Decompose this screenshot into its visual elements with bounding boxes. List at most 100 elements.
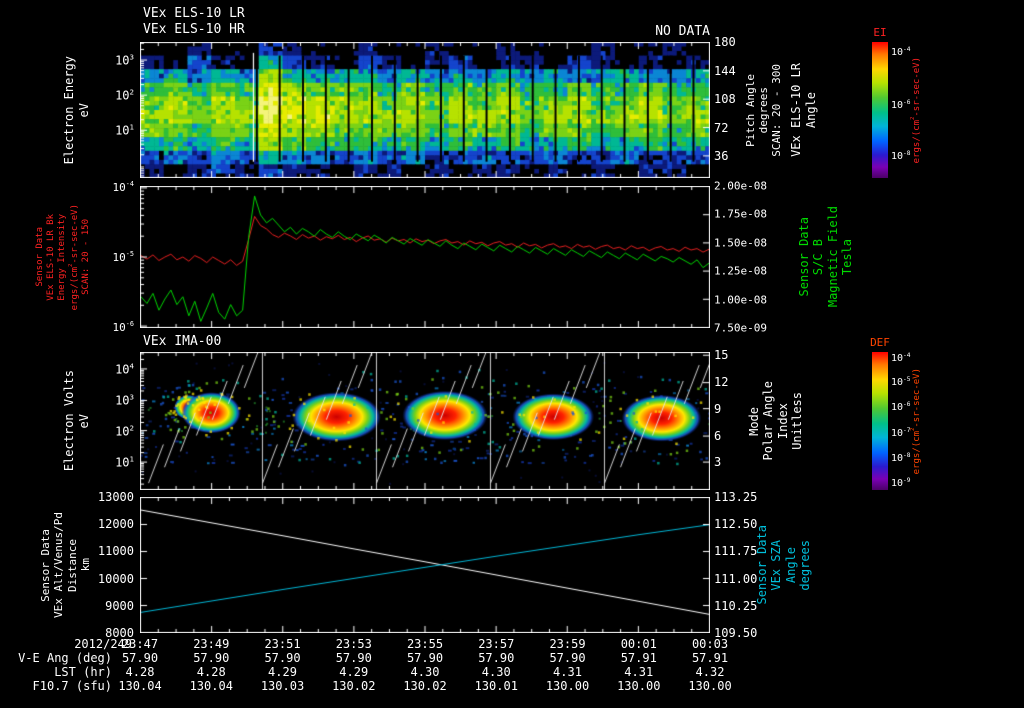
- colorbar2-title: DEF: [870, 336, 890, 349]
- axis-tick-label: 6: [714, 429, 722, 444]
- footer-value: 130.03: [260, 679, 305, 693]
- axis-tick-label: 8000: [105, 626, 134, 640]
- axis-title-line: Tesla: [839, 238, 854, 276]
- colorbar1: [872, 42, 888, 178]
- axis-tick-label: 13000: [97, 490, 134, 504]
- panel3-left-axis-ticks: 104 103 102 101: [96, 352, 136, 490]
- footer-value: 57.90: [478, 651, 515, 665]
- axis-tick-label: 1.50e-08: [714, 236, 767, 250]
- axis-title-line: Pitch Angle: [743, 73, 757, 147]
- time-axis-row: 23:47 23:49 23:51 23:53 23:55 23:57 23:59 00:01…: [0, 637, 1024, 651]
- footer-value: 4.29: [339, 665, 369, 679]
- axis-tick-label: 101: [115, 122, 134, 138]
- axis-tick-label: 10000: [97, 571, 134, 586]
- axis-title-line: Angle: [783, 546, 798, 584]
- axis-title-line: Distance: [65, 538, 79, 592]
- footer-value: 4.30: [410, 665, 440, 679]
- axis-title-line: Mode: [747, 406, 762, 436]
- axis-tick-label: 1.00e-08: [714, 293, 767, 307]
- panel4-left-axis-title: Sensor Data VEx Alt/Venus/Pd Distance km: [34, 497, 98, 633]
- footer-value: 4.28: [196, 665, 226, 679]
- axis-tick-label: 36: [714, 149, 729, 164]
- colorbar-tick-label: 10-5: [891, 376, 911, 389]
- no-data-label: NO DATA: [655, 24, 710, 39]
- colorbar2-unit-label: ergs/(cm2-sr-sec-eV): [908, 352, 924, 490]
- axis-title-line: SCAN: 20 - 150: [81, 219, 92, 295]
- footer-row-label: F10.7 (sfu): [32, 679, 112, 693]
- footer-value: 4.32: [695, 665, 725, 679]
- axis-tick-label: 102: [115, 423, 134, 439]
- footer-value: 57.90: [335, 651, 372, 665]
- footer-value: 4.31: [624, 665, 654, 679]
- panel1-title-line1: VEx ELS-10 LR: [143, 6, 245, 21]
- panel3-right-axis-ticks: 15 12 9 6 3: [712, 348, 772, 490]
- panel3-right-axis-title: Mode Polar Angle Index Unitless: [747, 352, 804, 490]
- axis-tick-label: 3: [714, 455, 722, 470]
- time-tick-label: 23:51: [264, 637, 301, 651]
- els-pitch-angle-spectrogram-canvas: [140, 42, 710, 178]
- panel1-right-axis-title2: VEx ELS-10 LR Angle: [788, 42, 820, 178]
- axis-tick-label: 10-4: [112, 180, 134, 195]
- panel1-left-axis-ticks: 103 102 101: [96, 42, 136, 178]
- footer-row: V-E Ang (deg) 57.90 57.90 57.90 57.90 57.90 57…: [0, 651, 1024, 665]
- colorbar-unit-text: ergs/(cm2-sr-sec-eV): [909, 56, 922, 164]
- panel3-title: VEx IMA-00: [143, 334, 222, 349]
- footer-value: 57.90: [264, 651, 301, 665]
- colorbar1-title: EI: [873, 26, 887, 39]
- axis-tick-label: 109.50: [714, 626, 758, 640]
- footer-value: 4.28: [125, 665, 155, 679]
- axis-title-line: S/C B: [811, 238, 826, 276]
- axis-tick-label: 112.50: [714, 517, 758, 532]
- colorbar-tick-label: 10-9: [891, 476, 911, 490]
- axis-tick-label: 103: [115, 392, 134, 408]
- colorbar-unit-text: ergs/(cm2-sr-sec-eV): [909, 367, 922, 475]
- axis-title-line: Electron Volts: [62, 370, 77, 472]
- panel2-left-axis-ticks: 10-4 10-5 10-6: [96, 181, 136, 334]
- colorbar2: [872, 352, 888, 490]
- footer-value: 4.29: [268, 665, 297, 679]
- time-tick-label: 23:59: [549, 637, 586, 651]
- axis-title-line: Sensor Data: [34, 227, 45, 287]
- axis-title-line: VEx Alt/Venus/Pd: [52, 512, 66, 618]
- footer-value: 130.04: [189, 679, 233, 693]
- colorbar1-unit-label: ergs/(cm2-sr-sec-eV): [908, 42, 924, 178]
- axis-title-line: Energy Intensity: [56, 213, 67, 301]
- axis-tick-label: 1.75e-08: [714, 207, 767, 221]
- panel1-right-axis-ticks: 180 144 108 72 36: [712, 35, 772, 178]
- axis-title-line: km: [78, 558, 92, 572]
- axis-tick-label: 101: [115, 454, 134, 470]
- altitude-sza-line-chart-canvas: [140, 497, 710, 633]
- axis-tick-label: 1.25e-08: [714, 264, 767, 278]
- panel3-left-axis-title: Electron Volts eV: [56, 352, 98, 490]
- colorbar1-ticks: 10-4 10-6 10-8: [891, 42, 935, 178]
- panel4-right-axis-ticks: 113.25 112.50 111.75 111.00 110.25 109.50: [712, 490, 772, 640]
- footer-row: LST (hr) 4.28 4.28 4.29 4.29 4.30 4.30 4.31 4.31…: [0, 665, 1024, 679]
- colorbar-tick-label: 10-8: [891, 150, 911, 163]
- axis-tick-label: 180: [714, 35, 736, 49]
- axis-tick-label: 111.75: [714, 544, 758, 559]
- footer-value: 130.01: [474, 679, 518, 693]
- axis-title-line: VEx ELS-10 LR Bk: [45, 213, 56, 301]
- footer-value: 57.91: [620, 651, 657, 665]
- axis-tick-label: 111.00: [714, 571, 758, 586]
- footer-value: 130.00: [617, 679, 661, 693]
- panel1-right-axis-title: Pitch Angle degrees SCAN: 20 - 300: [742, 42, 786, 178]
- axis-tick-label: 113.25: [714, 490, 758, 504]
- axis-tick-label: 15: [714, 347, 729, 362]
- colorbar-tick-label: 10-6: [891, 98, 911, 111]
- axis-title-line: Polar Angle: [761, 381, 776, 461]
- axis-title-line: degrees: [797, 539, 812, 591]
- footer-value: 57.90: [121, 651, 159, 665]
- footer-value: 130.02: [403, 679, 447, 693]
- footer-row: F10.7 (sfu) 130.04 130.04 130.03 130.02 130.0…: [0, 679, 1024, 693]
- time-tick-label: 23:53: [335, 637, 372, 651]
- axis-tick-label: 103: [115, 52, 134, 68]
- axis-tick-label: 104: [115, 361, 134, 377]
- axis-title-line: eV: [76, 413, 91, 429]
- axis-title-line: Sensor Data: [755, 525, 770, 605]
- axis-tick-label: 12: [714, 375, 729, 390]
- axis-tick-label: 11000: [97, 544, 134, 559]
- axis-title-line: Sensor Data: [797, 217, 812, 297]
- time-tick-label: 00:03: [691, 637, 729, 651]
